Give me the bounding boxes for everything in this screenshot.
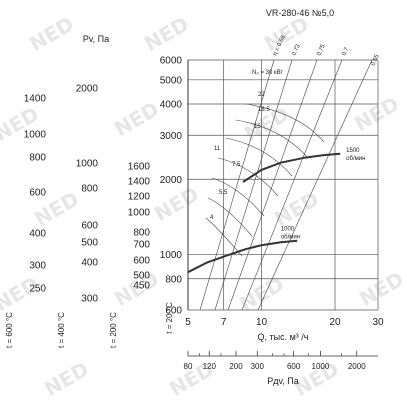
y-tick-label: 600 [165,306,182,317]
aux-tick-label: 800 [29,153,46,164]
power-curve [245,103,325,143]
efficiency-label: 0.7 [341,46,350,57]
aux-tick-label: 300 [81,294,98,305]
aux-axis-label: t = 400 °C [57,312,66,348]
y-axis-label: Pv, Па [83,34,109,44]
aux-tick-label: 1000 [76,159,99,170]
x-tick-label: 5 [185,317,191,328]
aux-axis-label: t = 200 °C [109,312,118,348]
dynamic-tick-label: 2000 [348,362,366,371]
power-label: 22 [258,92,265,98]
aux-tick-label: 1000 [24,130,47,141]
efficiency-line [214,59,293,311]
x-tick-label: 10 [256,317,268,328]
power-curve [207,197,253,237]
aux-tick-label: 2000 [76,84,99,95]
aux-tick-label: 700 [133,240,150,251]
aux-tick-label: 1600 [128,162,151,173]
y-tick-label: 2000 [160,175,183,186]
efficiency-line [257,59,373,311]
power-curve [235,119,309,159]
power-label: 18.5 [258,107,270,113]
watermark-text: NED [40,357,93,400]
aux-tick-label: 800 [81,184,98,195]
watermark-text: NED [260,12,313,56]
power-label: 11 [214,146,221,152]
aux-tick-label: 600 [81,221,98,232]
efficiency-line [227,59,318,311]
x-tick-label: 20 [329,317,341,328]
series-label: 1000 [281,226,295,232]
aux-tick-label: 400 [29,229,46,240]
power-label: N₀ = 30 кВт [252,70,283,76]
aux-axis-label: t = 600 °C [5,312,14,348]
efficiency-line [199,59,275,311]
aux-tick-label: 500 [81,238,98,249]
series-label: 1500 [346,148,360,154]
aux-tick-label: 600 [133,256,150,267]
aux-tick-label: 300 [29,261,46,272]
efficiency-line [241,59,343,311]
speed-curve [187,239,298,274]
aux-tick-label: 800 [133,228,150,239]
watermark-text: NED [110,97,163,141]
series-label: об/мин [281,234,300,240]
dynamic-tick-label: 600 [287,362,301,371]
efficiency-label: 0.75 [316,43,327,57]
aux-tick-label: 1000 [128,208,151,219]
x-axis-label: Q, тыс. м³ /ч [258,332,309,342]
x-tick-label: 7 [221,317,227,328]
y-tick-label: 5000 [160,75,183,86]
dynamic-tick-label: 1000 [312,362,330,371]
aux-tick-label: 500 [133,271,150,282]
power-label: 5.5 [219,190,228,196]
efficiency-label: 0.73 [291,43,302,57]
dynamic-axis-label: Pдv, Па [267,376,299,386]
y-tick-label: 3000 [160,131,183,142]
y-tick-label: 6000 [160,56,183,67]
watermark-text: NED [355,267,407,311]
power-curve [225,137,293,177]
aux-tick-label: 450 [133,281,150,292]
y-tick-label: 1000 [160,250,183,261]
power-label: 15 [254,124,261,130]
dynamic-tick-label: 80 [184,362,193,371]
watermark-text: NED [140,12,193,56]
power-label: 4 [210,215,214,221]
aux-tick-label: 400 [81,258,98,269]
watermark-text: NED [25,12,78,56]
series-label: об/мин [346,156,365,162]
power-curve [217,157,279,197]
aux-tick-label: 600 [29,188,46,199]
aux-axis-label: t = 20 °C [165,302,174,334]
power-curve [211,177,265,217]
aux-tick-label: 1400 [128,177,151,188]
y-tick-label: 800 [165,274,182,285]
y-tick-label: 4000 [160,100,183,111]
watermark-text: NED [270,187,323,231]
speed-curve [242,152,341,183]
x-tick-label: 30 [372,317,384,328]
aux-tick-label: 250 [29,284,46,295]
dynamic-tick-label: 120 [203,362,217,371]
dynamic-tick-label: 200 [229,362,243,371]
watermark-text: NED [150,182,203,226]
efficiency-label: 0.55 [370,53,381,67]
dynamic-pressure-axis: 80 120 200 300 600 1000 2000 [184,351,378,371]
watermark-text: NED [350,92,403,136]
aux-tick-label: 1400 [24,94,47,105]
aux-tick-label: 1200 [128,192,151,203]
dynamic-tick-label: 300 [251,362,265,371]
aux-axes: 250 300 400 600 800 1000 1400 t = 600 °C 300 400 5… [5,84,174,348]
power-curve [205,217,243,257]
power-label: 7.5 [232,162,241,168]
chart-title: VR-280-46 №5,0 [266,8,334,18]
